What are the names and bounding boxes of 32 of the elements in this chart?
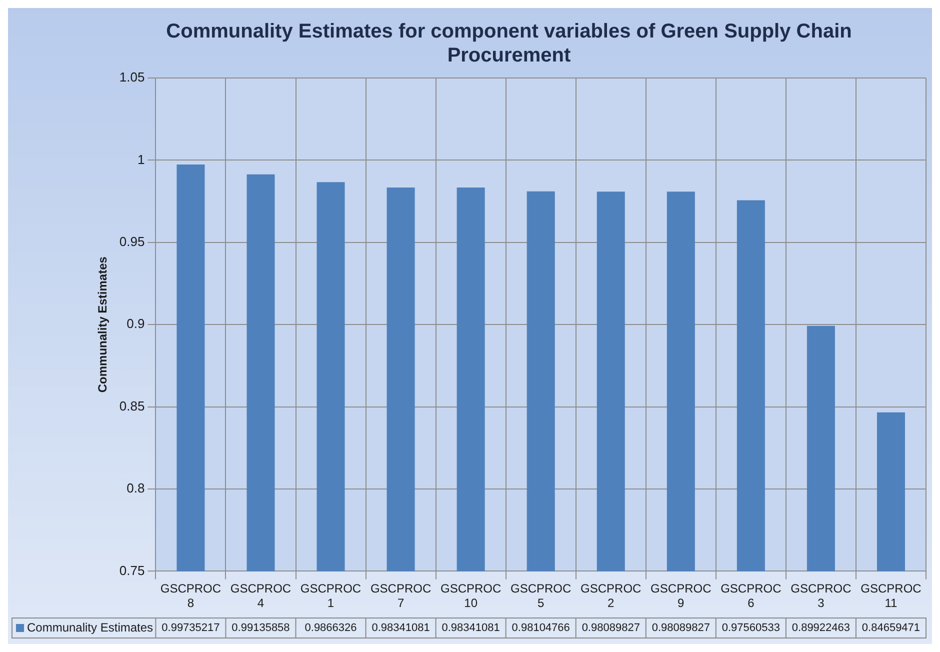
- x-tick-label: GSCPROC 7: [370, 582, 432, 610]
- chart-title: Communality Estimates for component variables of Green Supply Chain Procurement: [166, 20, 852, 67]
- x-tick-label: GSCPROC 3: [790, 582, 852, 610]
- data-label: 0.99135858: [232, 622, 290, 634]
- y-tick-label: 1.05: [119, 70, 145, 85]
- y-tick-label: 0.8: [126, 480, 145, 496]
- data-label: 0.98089827: [582, 622, 640, 634]
- y-tick-label: 0.85: [119, 398, 145, 414]
- x-tick-label: GSCPROC 2: [580, 582, 642, 610]
- x-tick-label: GSCPROC 1: [300, 582, 362, 610]
- data-label: 0.97560533: [722, 622, 780, 634]
- data-label: 0.98089827: [652, 622, 710, 634]
- x-tick-label: GSCPROC 9: [650, 582, 712, 610]
- x-tick-label: GSCPROC 11: [860, 582, 922, 610]
- data-label: 0.98341081: [372, 622, 430, 634]
- data-label: 0.98341081: [442, 622, 500, 634]
- x-tick-label: GSCPROC 10: [440, 582, 502, 610]
- data-label: 0.99735217: [162, 622, 220, 634]
- x-tick-label: GSCPROC 6: [720, 582, 782, 610]
- data-label: 0.89922463: [792, 622, 850, 634]
- x-tick-label: GSCPROC 5: [510, 582, 572, 610]
- data-label: 0.9866326: [304, 622, 357, 634]
- data-label: 0.98104766: [512, 622, 570, 634]
- y-tick-label: 0.75: [119, 562, 145, 578]
- y-tick-label: 0.9: [126, 316, 145, 332]
- x-tick-label: GSCPROC 8: [160, 582, 222, 610]
- data-label: 0.84659471: [862, 622, 920, 634]
- x-tick-label: GSCPROC 4: [230, 582, 292, 610]
- y-tick-label: 0.95: [119, 234, 145, 249]
- y-axis-title: Communality Estimates: [96, 256, 110, 393]
- y-tick-label: 1: [137, 152, 145, 167]
- legend-label: Communality Estimates: [27, 620, 154, 634]
